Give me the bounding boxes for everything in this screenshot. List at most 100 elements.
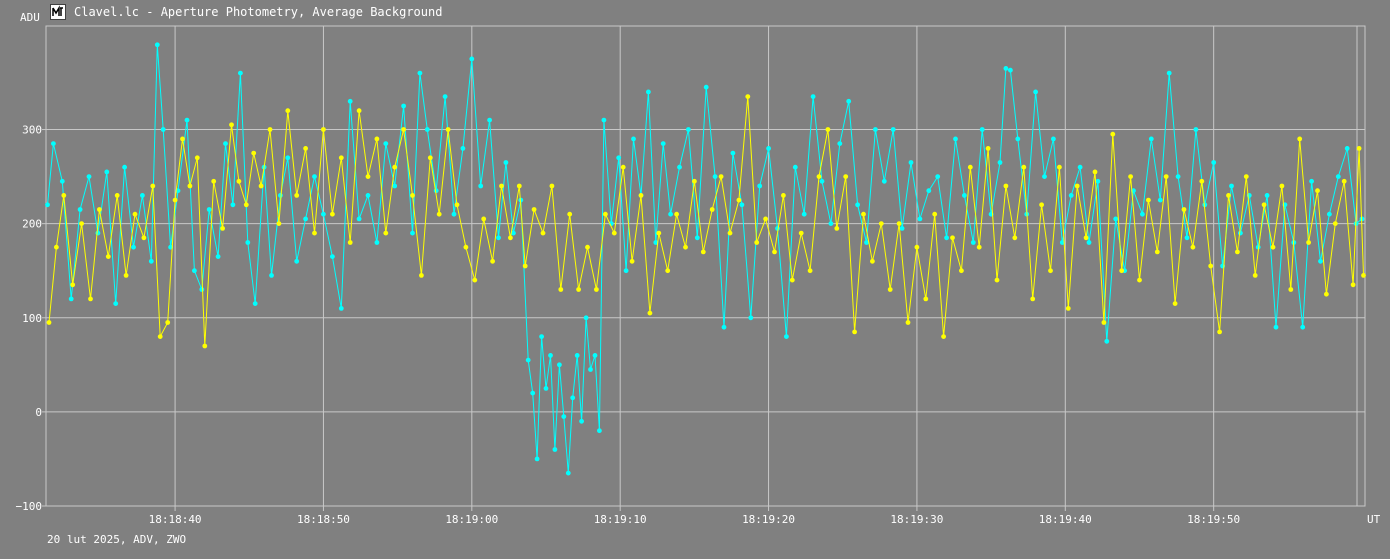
cyan-series-point <box>712 174 718 180</box>
yellow-series-point <box>1012 235 1018 241</box>
cyan-series-point <box>478 183 484 189</box>
yellow-series-point <box>105 254 111 259</box>
yellow-series-point <box>251 150 257 156</box>
grid <box>46 26 1365 507</box>
yellow-series-point <box>392 164 398 170</box>
yellow-series-point <box>172 197 178 203</box>
yellow-series-point <box>1190 244 1196 250</box>
cyan-series-point <box>417 70 423 76</box>
cyan-series-point <box>338 306 344 311</box>
axes <box>42 25 1366 511</box>
axis-labels: −100 0 100 200 300 18:18:40 18:18:50 18:19:00 18… <box>16 11 1381 526</box>
window-title: Clavel.lc - Aperture Photometry, Average… <box>74 5 443 19</box>
yellow-series-point <box>114 193 120 198</box>
cyan-series-point <box>487 117 492 123</box>
yellow-series-point <box>540 230 546 236</box>
cyan-series-point <box>51 141 56 147</box>
cyan-series-point <box>810 94 816 99</box>
cyan-series-point <box>294 258 300 264</box>
cyan-series-point <box>1140 211 1145 217</box>
yellow-series-point <box>427 155 433 161</box>
cyan-series-point <box>926 188 932 194</box>
yellow-series-point <box>932 211 938 217</box>
yellow-series-point <box>1110 131 1116 137</box>
yellow-series-point <box>522 263 528 269</box>
yellow-series-point <box>70 282 76 288</box>
cyan-series-point <box>539 334 544 339</box>
cyan-series-point <box>1166 70 1172 76</box>
yellow-series-point <box>1101 320 1107 325</box>
yellow-series-point <box>772 249 777 255</box>
yellow-series-point <box>763 216 768 222</box>
cyan-series-point <box>469 56 475 62</box>
cyan-series-point <box>252 301 258 306</box>
cyan-series-point <box>908 160 914 165</box>
cyan-series-point <box>721 324 727 330</box>
yellow-series-point <box>180 136 185 142</box>
yellow-series-point <box>798 230 804 236</box>
cyan-series-point <box>383 141 389 147</box>
cyan-series-point <box>677 164 682 170</box>
yellow-series-point <box>781 193 786 198</box>
yellow-series-point <box>1092 169 1098 175</box>
cyan-series-point <box>424 127 430 132</box>
yellow-series-point <box>347 240 353 245</box>
cyan-series-point <box>530 390 536 396</box>
cyan-series-point <box>356 216 362 222</box>
y-axis-label: ADU <box>20 11 40 24</box>
yellow-series-point <box>531 207 537 212</box>
yellow-series-point <box>807 268 813 274</box>
yellow-series-point <box>567 211 573 217</box>
series-cyan <box>45 42 1365 476</box>
yellow-series-point <box>267 127 273 132</box>
yellow-series-point <box>549 183 555 189</box>
yellow-series-point <box>54 244 59 250</box>
cyan-series-point <box>192 268 197 274</box>
yellow-series-point <box>1119 268 1125 274</box>
yellow-series-point <box>727 230 733 236</box>
cyan-series-point <box>565 470 571 476</box>
yellow-series-point <box>1083 235 1089 241</box>
cyan-series-point <box>819 178 825 184</box>
yellow-series-point <box>1243 174 1249 180</box>
cyan-series-point <box>944 235 949 241</box>
yellow-series-point <box>887 287 893 292</box>
yellow-series-point <box>1315 188 1320 194</box>
cyan-series-point <box>245 240 251 245</box>
yellow-series-point <box>236 178 242 184</box>
yellow-series-point <box>321 127 326 132</box>
cyan-series-point <box>154 42 160 48</box>
cyan-series-point <box>561 414 567 419</box>
yellow-series-point <box>383 230 389 236</box>
yellow-series-point <box>1199 178 1205 184</box>
yellow-series-point <box>665 268 671 274</box>
cyan-series-point <box>583 315 589 321</box>
yellow-series-point <box>647 310 653 316</box>
x-tick-label: 18:19:50 <box>1187 513 1240 526</box>
yellow-series-point <box>481 216 487 222</box>
yellow-series-point <box>816 174 822 180</box>
yellow-series-point <box>1306 240 1311 245</box>
yellow-series-point <box>656 230 662 236</box>
cyan-series-point <box>104 169 110 175</box>
yellow-series-point <box>576 287 581 292</box>
x-tick-label: 18:18:50 <box>297 513 350 526</box>
yellow-series-point <box>834 226 840 231</box>
yellow-series-point <box>585 244 590 250</box>
cyan-series-point <box>1086 240 1092 245</box>
cyan-series-point <box>864 240 869 245</box>
yellow-series-point <box>1252 273 1258 278</box>
yellow-series-point <box>132 211 138 217</box>
yellow-series-point <box>950 235 955 241</box>
yellow-series-point <box>1356 146 1362 151</box>
yellow-series-point <box>896 221 902 227</box>
cyan-series-point <box>1202 202 1208 208</box>
yellow-series-point <box>157 334 163 339</box>
cyan-series-point <box>757 183 763 189</box>
yellow-series-point <box>211 178 217 184</box>
yellow-series-point <box>1181 207 1187 212</box>
yellow-series-point <box>79 221 84 227</box>
cyan-series-point <box>766 146 771 151</box>
yellow-series-point <box>445 127 451 132</box>
